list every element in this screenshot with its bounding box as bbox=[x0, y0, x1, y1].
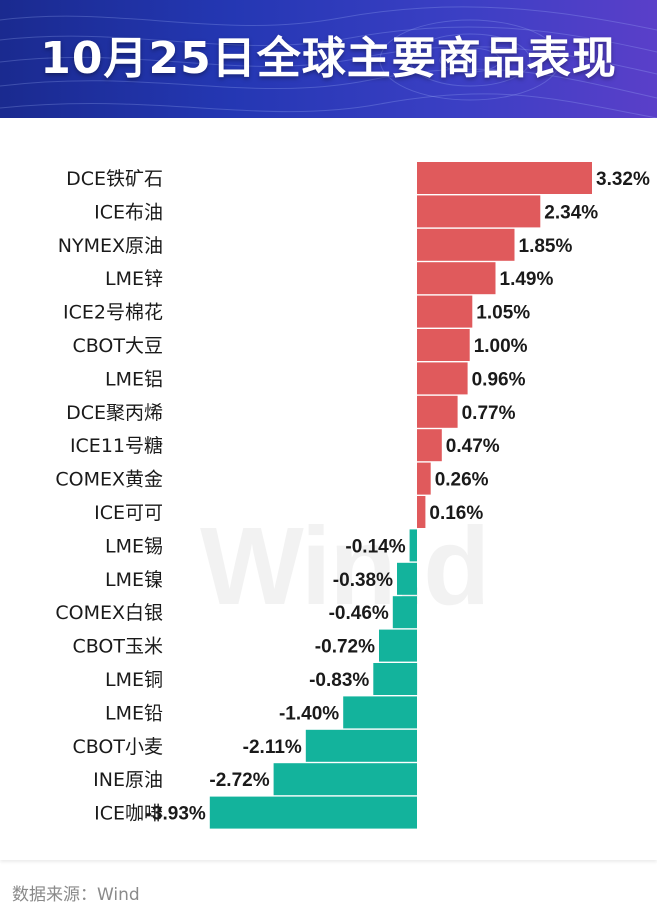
category-label-9: COMEX黄金 bbox=[55, 469, 163, 491]
data-source-note: 数据来源：Wind bbox=[12, 885, 140, 905]
category-label-6: LME铝 bbox=[105, 368, 163, 390]
bar-17 bbox=[305, 729, 417, 762]
category-label-7: DCE聚丙烯 bbox=[66, 402, 163, 424]
bar-12 bbox=[397, 562, 417, 595]
value-label-15: -0.83% bbox=[309, 670, 369, 691]
category-label-18: INE原油 bbox=[93, 769, 163, 791]
category-label-10: ICE可可 bbox=[94, 502, 163, 524]
value-label-3: 1.49% bbox=[500, 269, 554, 290]
category-label-14: CBOT玉米 bbox=[72, 636, 163, 658]
category-label-5: CBOT大豆 bbox=[72, 335, 163, 357]
value-label-5: 1.00% bbox=[474, 336, 528, 357]
category-label-8: ICE11号糖 bbox=[70, 435, 163, 457]
value-label-13: -0.46% bbox=[329, 603, 389, 624]
bar-14 bbox=[379, 629, 417, 662]
bar-5 bbox=[417, 329, 470, 361]
value-label-14: -0.72% bbox=[315, 637, 375, 658]
bar-2 bbox=[417, 228, 515, 261]
bar-4 bbox=[417, 295, 473, 328]
bar-19 bbox=[209, 796, 417, 829]
value-label-12: -0.38% bbox=[333, 570, 393, 591]
category-label-11: LME锡 bbox=[105, 535, 163, 557]
category-label-12: LME镍 bbox=[105, 569, 163, 591]
category-label-3: LME锌 bbox=[105, 268, 163, 290]
value-label-6: 0.96% bbox=[472, 369, 526, 390]
category-label-1: ICE布油 bbox=[94, 201, 163, 223]
category-label-16: LME铅 bbox=[105, 702, 163, 724]
value-label-4: 1.05% bbox=[476, 303, 530, 324]
bar-6 bbox=[417, 362, 468, 395]
bar-chart: DCE铁矿石 3.32% ICE布油 2.34% NYMEX原油 1.85% LME锌 1.4… bbox=[55, 162, 650, 829]
value-label-17: -2.11% bbox=[243, 737, 302, 758]
bar-11 bbox=[409, 529, 417, 562]
category-label-13: COMEX白银 bbox=[55, 602, 163, 624]
value-label-19: -3.93% bbox=[146, 804, 206, 825]
bar-0 bbox=[417, 162, 592, 194]
bar-9 bbox=[417, 462, 431, 495]
bar-15 bbox=[373, 663, 418, 695]
value-label-7: 0.77% bbox=[462, 403, 516, 424]
value-label-0: 3.32% bbox=[596, 169, 650, 190]
value-label-18: -2.72% bbox=[209, 770, 269, 791]
value-label-16: -1.40% bbox=[279, 703, 339, 724]
value-label-10: 0.16% bbox=[429, 503, 483, 524]
bar-18 bbox=[273, 763, 417, 796]
category-label-19: ICE咖啡 bbox=[94, 803, 163, 825]
category-label-15: LME铜 bbox=[105, 669, 163, 691]
bar-7 bbox=[417, 395, 458, 428]
category-label-2: NYMEX原油 bbox=[58, 235, 163, 257]
topographic-background-decoration bbox=[0, 6, 657, 118]
wind-watermark: Win.d bbox=[200, 505, 490, 628]
bar-3 bbox=[417, 262, 496, 295]
category-label-0: DCE铁矿石 bbox=[66, 168, 163, 190]
bar-1 bbox=[417, 195, 541, 228]
bar-10 bbox=[417, 496, 426, 528]
value-label-1: 2.34% bbox=[544, 202, 598, 223]
value-label-2: 1.85% bbox=[519, 236, 573, 257]
category-label-4: ICE2号棉花 bbox=[63, 302, 163, 324]
category-label-17: CBOT小麦 bbox=[72, 736, 163, 758]
bar-8 bbox=[417, 429, 442, 462]
value-label-8: 0.47% bbox=[446, 436, 500, 457]
page-title: 10月25日全球主要商品表现 bbox=[40, 33, 617, 84]
bar-16 bbox=[343, 696, 417, 729]
bar-13 bbox=[392, 596, 417, 629]
header-banner: 10月25日全球主要商品表现 bbox=[0, 0, 657, 118]
chart-panel: Win.d DCE铁矿石 3.32% ICE布油 2.34% NYMEX原油 1.85% L… bbox=[0, 118, 657, 860]
value-label-9: 0.26% bbox=[435, 470, 489, 491]
value-label-11: -0.14% bbox=[345, 536, 405, 557]
